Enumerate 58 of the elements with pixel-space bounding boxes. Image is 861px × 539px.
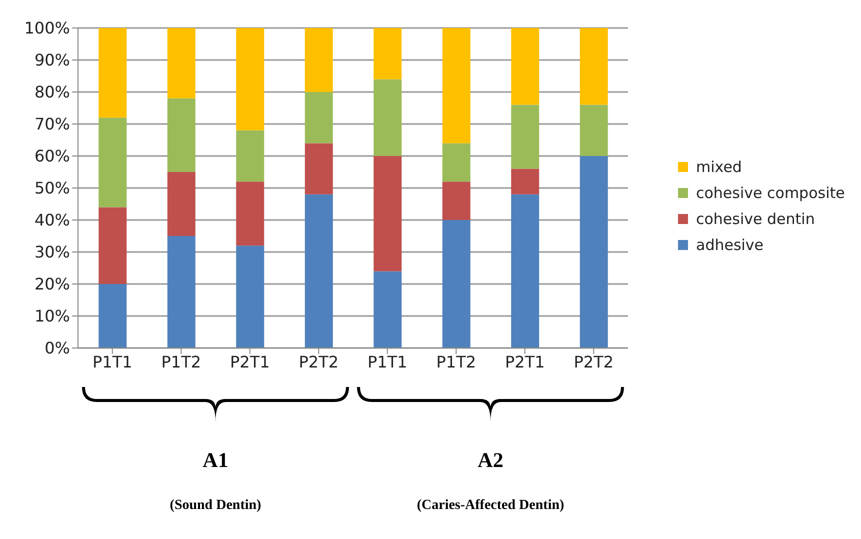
y-tick-label: 20% xyxy=(34,274,70,294)
bar xyxy=(580,104,608,156)
y-tick-label: 50% xyxy=(34,178,70,198)
bar xyxy=(98,118,127,208)
bar xyxy=(442,28,470,144)
x-tick-label: P1T1 xyxy=(367,352,408,372)
y-tick-label: 30% xyxy=(34,242,70,262)
text: A2 xyxy=(476,448,504,473)
bar xyxy=(580,28,608,105)
bar xyxy=(511,168,540,194)
y-tick-label: 80% xyxy=(34,82,70,102)
y-tick-label: 100% xyxy=(24,18,70,38)
bar xyxy=(167,172,196,236)
y-tick-label: 10% xyxy=(34,306,70,326)
x-tick-label: P2T2 xyxy=(298,352,339,372)
legend-label: cohesive composite xyxy=(696,184,845,202)
bar xyxy=(304,28,333,92)
text: (Sound Dentin) xyxy=(168,498,262,514)
y-tick-label: 70% xyxy=(34,114,70,134)
x-tick-label: P2T1 xyxy=(230,352,270,372)
bar xyxy=(98,284,127,348)
x-tick-label: P2T2 xyxy=(574,352,614,372)
x-tick-label: P1T1 xyxy=(92,352,132,372)
legend-label: cohesive dentin xyxy=(696,210,815,228)
text: (Caries-Affected Dentin) xyxy=(416,498,566,514)
bar xyxy=(374,79,402,156)
bar xyxy=(167,28,196,98)
bar xyxy=(167,236,196,348)
y-tick-label: 90% xyxy=(34,50,70,70)
bar xyxy=(374,271,402,348)
bar xyxy=(236,246,264,348)
y-tick-label: 0% xyxy=(44,338,70,358)
bar xyxy=(236,130,264,182)
bar xyxy=(304,194,333,348)
bar xyxy=(580,156,608,348)
bar xyxy=(167,98,196,172)
bar xyxy=(511,194,540,348)
x-tick-label: P2T1 xyxy=(504,352,545,372)
bar xyxy=(236,182,264,246)
bar xyxy=(374,28,402,80)
bar xyxy=(304,143,333,194)
y-tick-label: 40% xyxy=(34,210,70,230)
bar xyxy=(374,156,402,272)
x-tick-label: P1T2 xyxy=(161,352,202,372)
bar xyxy=(98,207,127,284)
bar xyxy=(442,182,470,220)
bar xyxy=(98,28,127,118)
bar xyxy=(442,143,470,182)
legend-label: mixed xyxy=(696,158,742,176)
text: A1 xyxy=(202,448,230,473)
bar xyxy=(442,220,470,348)
legend-label: adhesive xyxy=(696,236,764,254)
x-tick-label: P1T2 xyxy=(436,352,476,372)
bar xyxy=(511,104,540,169)
bar xyxy=(511,28,540,105)
y-tick-label: 60% xyxy=(34,146,70,166)
bar xyxy=(304,92,333,144)
bar xyxy=(236,28,264,130)
